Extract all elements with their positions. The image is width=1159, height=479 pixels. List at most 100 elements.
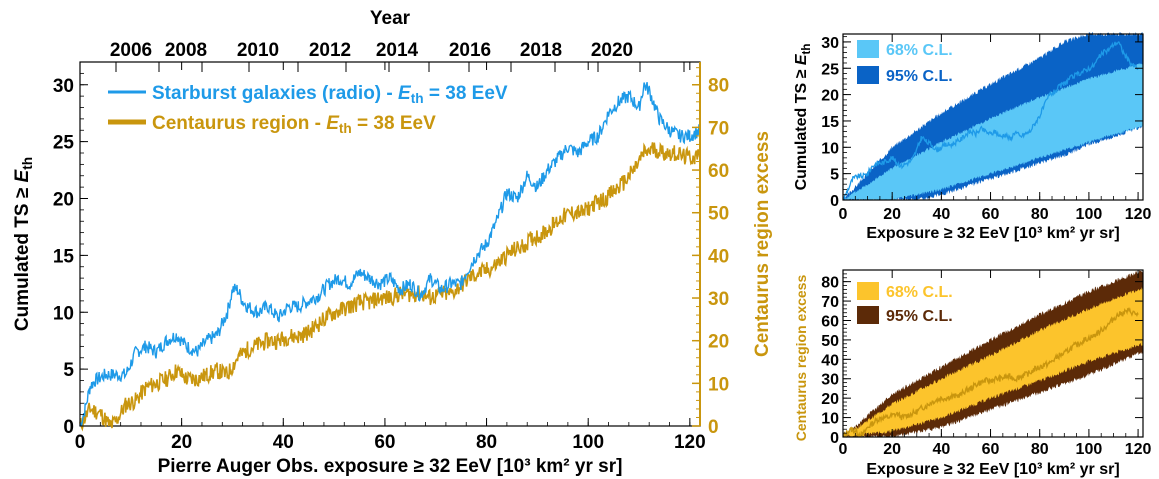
y-tick-label: 0 bbox=[830, 193, 839, 210]
legend-swatch-95 bbox=[857, 66, 879, 84]
x-tick-label: 0 bbox=[839, 206, 848, 223]
centaurus-band-chart: 0 20 40 60 80 100 12001020304050607080Exposure… bbox=[793, 269, 1152, 478]
y-tick-label: 10 bbox=[821, 140, 839, 157]
x-tick-label: 80 bbox=[1031, 206, 1049, 223]
y-axis-label: Centaurus region excess bbox=[793, 275, 809, 442]
y-tick-label: 5 bbox=[63, 360, 74, 381]
plot-frame bbox=[842, 33, 1144, 201]
right-y-tick-label: 70 bbox=[708, 118, 729, 139]
x-tick-label: 20 bbox=[171, 432, 192, 453]
y-tick-label: 15 bbox=[821, 114, 839, 131]
x-tick-label: 60 bbox=[982, 206, 1000, 223]
centaurus-line bbox=[843, 307, 1139, 438]
y-tick-label: 20 bbox=[821, 391, 839, 408]
legend-label-95: 95% C.L. bbox=[886, 68, 953, 85]
top-axis-title: Year bbox=[370, 8, 411, 29]
top-tick-label: 2014 bbox=[376, 40, 419, 61]
ylabel-subscript: th bbox=[801, 44, 813, 55]
top-tick-label: 2010 bbox=[237, 40, 279, 61]
legend-label-68: 68% C.L. bbox=[886, 284, 953, 301]
y-tick-label: 70 bbox=[821, 294, 839, 311]
right-y-tick-label: 50 bbox=[708, 204, 729, 225]
y-tick-label: 5 bbox=[830, 167, 839, 184]
legend-swatch-95 bbox=[857, 306, 879, 324]
right-y-tick-label: 10 bbox=[708, 374, 729, 395]
y-tick-label: 0 bbox=[830, 430, 839, 447]
plot-frame bbox=[842, 269, 1144, 438]
x-axis-label: Exposure ≥ 32 EeV [10³ km² yr sr] bbox=[866, 461, 1119, 478]
band-68 bbox=[843, 286, 1143, 438]
x-tick-label: 40 bbox=[932, 441, 950, 458]
y-tick-label: 10 bbox=[821, 411, 839, 428]
right-y-tick-label: 80 bbox=[708, 76, 729, 97]
top-tick-label: 2012 bbox=[309, 40, 351, 61]
x-tick-label: 120 bbox=[1125, 441, 1152, 458]
ylabel-subscript: th bbox=[20, 157, 35, 170]
x-tick-label: 80 bbox=[476, 432, 497, 453]
y-tick-label: 20 bbox=[821, 88, 839, 105]
y-tick-label: 30 bbox=[821, 35, 839, 52]
x-tick-label: 120 bbox=[674, 432, 706, 453]
right-y-tick-label: 20 bbox=[708, 332, 729, 353]
ylabel-text: Cumulated TS ≥ bbox=[12, 182, 33, 331]
ylabel-symbol: E bbox=[12, 168, 33, 182]
starburst-line bbox=[842, 41, 1139, 201]
y-tick-label: 80 bbox=[821, 275, 839, 292]
y-axis-label-left: Cumulated TS ≥ Eth bbox=[12, 157, 35, 331]
top-tick-label: 2008 bbox=[165, 40, 207, 61]
legend-swatch-68 bbox=[857, 282, 879, 300]
legend-label-95: 95% C.L. bbox=[886, 308, 953, 325]
y-tick-label: 60 bbox=[821, 313, 839, 330]
legend-text: Centaurus region - bbox=[152, 113, 326, 134]
y-tick-label: 40 bbox=[821, 352, 839, 369]
y-tick-label: 25 bbox=[821, 61, 839, 78]
right-y-tick-label: 40 bbox=[708, 246, 729, 267]
top-tick-label: 2018 bbox=[520, 40, 562, 61]
ylabel-symbol: E bbox=[793, 53, 810, 65]
x-tick-label: 100 bbox=[572, 432, 604, 453]
band-68 bbox=[843, 62, 1143, 201]
x-tick-label: 60 bbox=[374, 432, 395, 453]
y-tick-label: 30 bbox=[53, 76, 74, 97]
y-axis-label: Cumulated TS ≥ Eth bbox=[793, 44, 813, 191]
legend-text: = 38 EeV bbox=[424, 83, 508, 104]
top-tick-label: 2020 bbox=[591, 40, 633, 61]
y-tick-label: 30 bbox=[821, 372, 839, 389]
legend-label-starburst: Starburst galaxies (radio) - Eth = 38 Ee… bbox=[152, 83, 508, 106]
y-tick-label: 25 bbox=[53, 133, 75, 154]
starburst-line bbox=[79, 82, 701, 427]
y-tick-label: 0 bbox=[63, 417, 74, 438]
x-tick-label: 60 bbox=[982, 441, 1000, 458]
right-y-tick-label: 30 bbox=[708, 289, 729, 310]
x-tick-label: 20 bbox=[883, 441, 901, 458]
legend-label-68: 68% C.L. bbox=[886, 42, 953, 59]
legend-text: Starburst galaxies (radio) - bbox=[152, 83, 398, 104]
legend-label-centaurus: Centaurus region - Eth = 38 EeV bbox=[152, 113, 436, 136]
x-tick-label: 0 bbox=[839, 441, 848, 458]
legend-text: = 38 EeV bbox=[352, 113, 436, 134]
x-tick-label: 100 bbox=[1076, 206, 1103, 223]
legend-symbol: E bbox=[326, 113, 340, 134]
x-tick-label: 20 bbox=[883, 206, 901, 223]
legend-swatch-68 bbox=[857, 40, 879, 58]
centaurus-line bbox=[79, 141, 701, 432]
x-tick-label: 40 bbox=[273, 432, 294, 453]
y-tick-label: 20 bbox=[53, 190, 74, 211]
right-y-tick-label: 60 bbox=[708, 161, 729, 182]
x-tick-label: 80 bbox=[1031, 441, 1049, 458]
x-tick-label: 40 bbox=[932, 206, 950, 223]
legend-subscript: th bbox=[339, 121, 352, 136]
right-y-tick-label: 0 bbox=[708, 417, 719, 438]
x-tick-label: 0 bbox=[75, 432, 86, 453]
y-axis-label-right: Centaurus region excess bbox=[752, 131, 773, 357]
y-tick-label: 50 bbox=[821, 333, 839, 350]
starburst-band-chart: 0 20 40 60 80 100 120 0 5 10 15 20 25 30 Exposure ≥ 32… bbox=[793, 31, 1152, 242]
x-axis-label: Exposure ≥ 32 EeV [10³ km² yr sr] bbox=[866, 225, 1119, 242]
y-tick-label: 10 bbox=[53, 303, 74, 324]
x-tick-label: 120 bbox=[1125, 206, 1152, 223]
ylabel-text: Cumulated TS ≥ bbox=[793, 65, 810, 190]
legend-subscript: th bbox=[411, 91, 424, 106]
y-tick-label: 15 bbox=[53, 246, 75, 267]
